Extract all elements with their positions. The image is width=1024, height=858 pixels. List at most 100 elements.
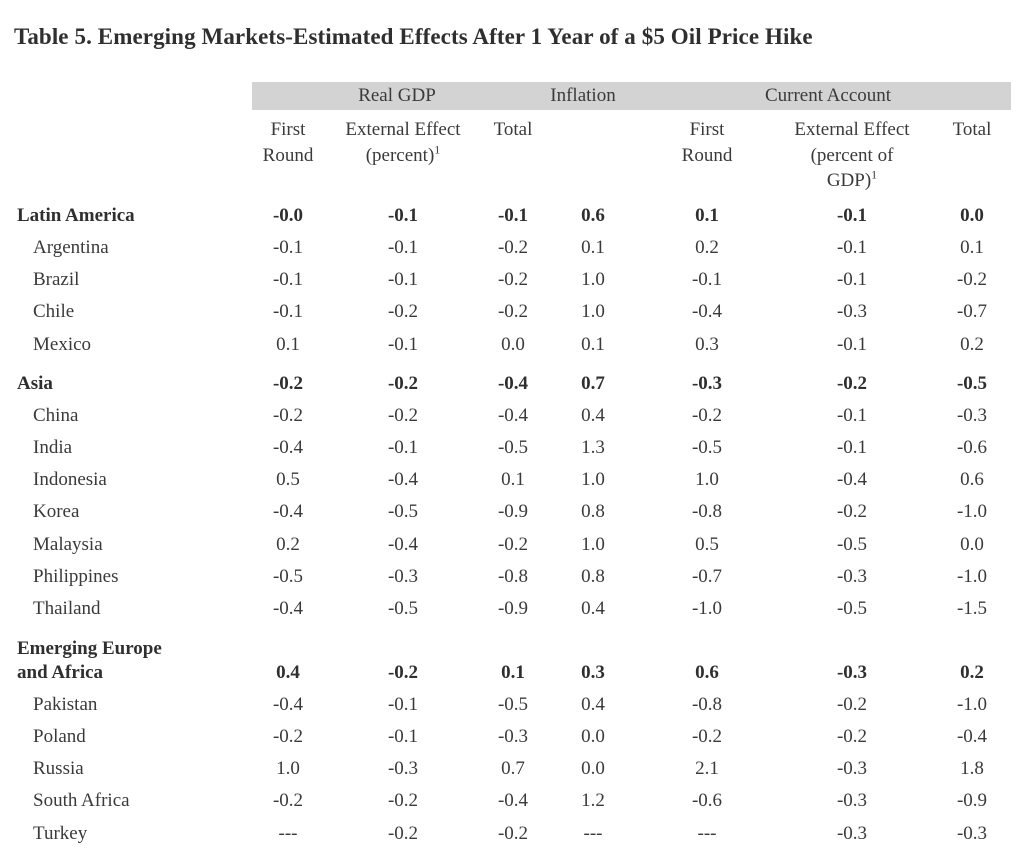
table-cell: -0.2 [497,237,529,258]
table-cell: -0.2 [272,726,304,747]
table-cell: 0.0 [581,726,605,747]
table-cell: -0.3 [836,662,868,683]
table-cell: 0.8 [581,501,605,522]
table-cell: -0.1 [836,269,868,290]
table-cell: -0.7 [956,301,988,322]
table-cell: --- [278,823,298,844]
table-cell: -0.1 [836,405,868,426]
table-cell: 0.1 [501,662,525,683]
table-row: Pakistan -0.4 -0.1 -0.5 0.4 -0.8 -0.2 -1.0 [0,694,1024,726]
table-cell: -0.2 [387,373,419,394]
table-cell: -0.2 [387,301,419,322]
table-group-row: Asia -0.2 -0.2 -0.4 0.7 -0.3 -0.2 -0.5 [0,373,1024,405]
table-cell: -0.1 [272,301,304,322]
table-row: Korea -0.4 -0.5 -0.9 0.8 -0.8 -0.2 -1.0 [0,501,1024,533]
row-label: Malaysia [33,534,103,555]
table-row: India -0.4 -0.1 -0.5 1.3 -0.5 -0.1 -0.6 [0,437,1024,469]
table-cell: -0.5 [691,437,723,458]
table-cell: --- [583,823,603,844]
footnote-marker: 1 [434,142,441,157]
table-group-row: Latin America -0.0 -0.1 -0.1 0.6 0.1 -0.1 0.0 [0,205,1024,237]
col-header-gdp-first-round: First Round [247,117,329,168]
table-row: Poland -0.2 -0.1 -0.3 0.0 -0.2 -0.2 -0.4 [0,726,1024,758]
table-cell: -0.4 [387,469,419,490]
table-cell: -0.6 [956,437,988,458]
table-cell: 0.6 [960,469,984,490]
row-label: Poland [33,726,86,747]
table-cell: -0.2 [272,373,304,394]
table-cell: -0.4 [497,373,529,394]
table-cell: -0.2 [691,405,723,426]
table-cell: -0.2 [497,269,529,290]
table-cell: -0.5 [387,598,419,619]
table-cell: 0.7 [501,758,525,779]
table-cell: 0.1 [501,469,525,490]
table-cell: -0.4 [272,501,304,522]
table-cell: 0.5 [695,534,719,555]
table-cell: -0.2 [836,501,868,522]
table-cell: -0.3 [497,726,529,747]
table-cell: 1.8 [960,758,984,779]
table-cell: 1.0 [581,534,605,555]
table-cell: -0.2 [497,534,529,555]
table-cell: 0.3 [695,334,719,355]
table-cell: -0.1 [387,694,419,715]
table-cell: -0.3 [836,566,868,587]
table-cell: 0.1 [960,237,984,258]
table-cell: -0.3 [387,758,419,779]
table-row: Indonesia 0.5 -0.4 0.1 1.0 1.0 -0.4 0.6 [0,469,1024,501]
row-label: Thailand [33,598,101,619]
table-cell: 0.7 [581,373,605,394]
table-cell: -0.4 [387,534,419,555]
table-cell: -0.1 [836,437,868,458]
table-cell: -0.1 [387,726,419,747]
col-header-line: External Effect [345,119,461,140]
table-cell: 1.0 [695,469,719,490]
table-cell: -0.8 [497,566,529,587]
table-cell: -0.1 [387,237,419,258]
table-row: Chile -0.1 -0.2 -0.2 1.0 -0.4 -0.3 -0.7 [0,301,1024,333]
table-row: Thailand -0.4 -0.5 -0.9 0.4 -1.0 -0.5 -1.5 [0,598,1024,630]
table-cell: -0.1 [836,237,868,258]
row-label: Latin America [17,205,135,226]
table-cell: 1.0 [581,269,605,290]
table-cell: 0.4 [581,598,605,619]
table-cell: 2.1 [695,758,719,779]
table-cell: -0.7 [691,566,723,587]
table-cell: -0.2 [387,405,419,426]
table-cell: -0.3 [836,758,868,779]
col-header-line: GDP)1 [772,168,932,194]
table-cell: -0.2 [691,726,723,747]
table-cell: -0.5 [387,501,419,522]
table-row: China -0.2 -0.2 -0.4 0.4 -0.2 -0.1 -0.3 [0,405,1024,437]
table-cell: 0.2 [276,534,300,555]
table-cell: -0.1 [387,205,419,226]
table-row: Philippines -0.5 -0.3 -0.8 0.8 -0.7 -0.3 -1.0 [0,566,1024,598]
table-cell: 0.5 [276,469,300,490]
col-header-line: Total [952,119,992,140]
table-cell: 1.0 [581,469,605,490]
table-cell: -0.1 [836,205,868,226]
table-row: Russia 1.0 -0.3 0.7 0.0 2.1 -0.3 1.8 [0,758,1024,790]
table-cell: -0.2 [836,694,868,715]
table-cell: -1.5 [956,598,988,619]
row-label: Chile [33,301,75,322]
table-cell: -0.1 [272,269,304,290]
table-cell: -0.3 [956,823,988,844]
table-cell: 0.1 [695,205,719,226]
table-cell: -0.2 [956,269,988,290]
table-cell: 0.2 [960,662,984,683]
table-cell: -0.1 [836,334,868,355]
table-row: Malaysia 0.2 -0.4 -0.2 1.0 0.5 -0.5 0.0 [0,534,1024,566]
table-title: Table 5. Emerging Markets-Estimated Effe… [14,24,813,49]
table-cell: -0.5 [836,598,868,619]
table-cell: -0.1 [387,437,419,458]
table-cell: -1.0 [956,566,988,587]
row-label: China [33,405,79,426]
table-row: Brazil -0.1 -0.1 -0.2 1.0 -0.1 -0.1 -0.2 [0,269,1024,301]
table-row: South Africa -0.2 -0.2 -0.4 1.2 -0.6 -0.3 -0.9 [0,790,1024,822]
col-header-gdp-external-effect: External Effect (percent)1 [328,117,478,168]
table-cell: -0.4 [956,726,988,747]
table-cell: -0.2 [497,823,529,844]
table-cell: -0.5 [497,437,529,458]
